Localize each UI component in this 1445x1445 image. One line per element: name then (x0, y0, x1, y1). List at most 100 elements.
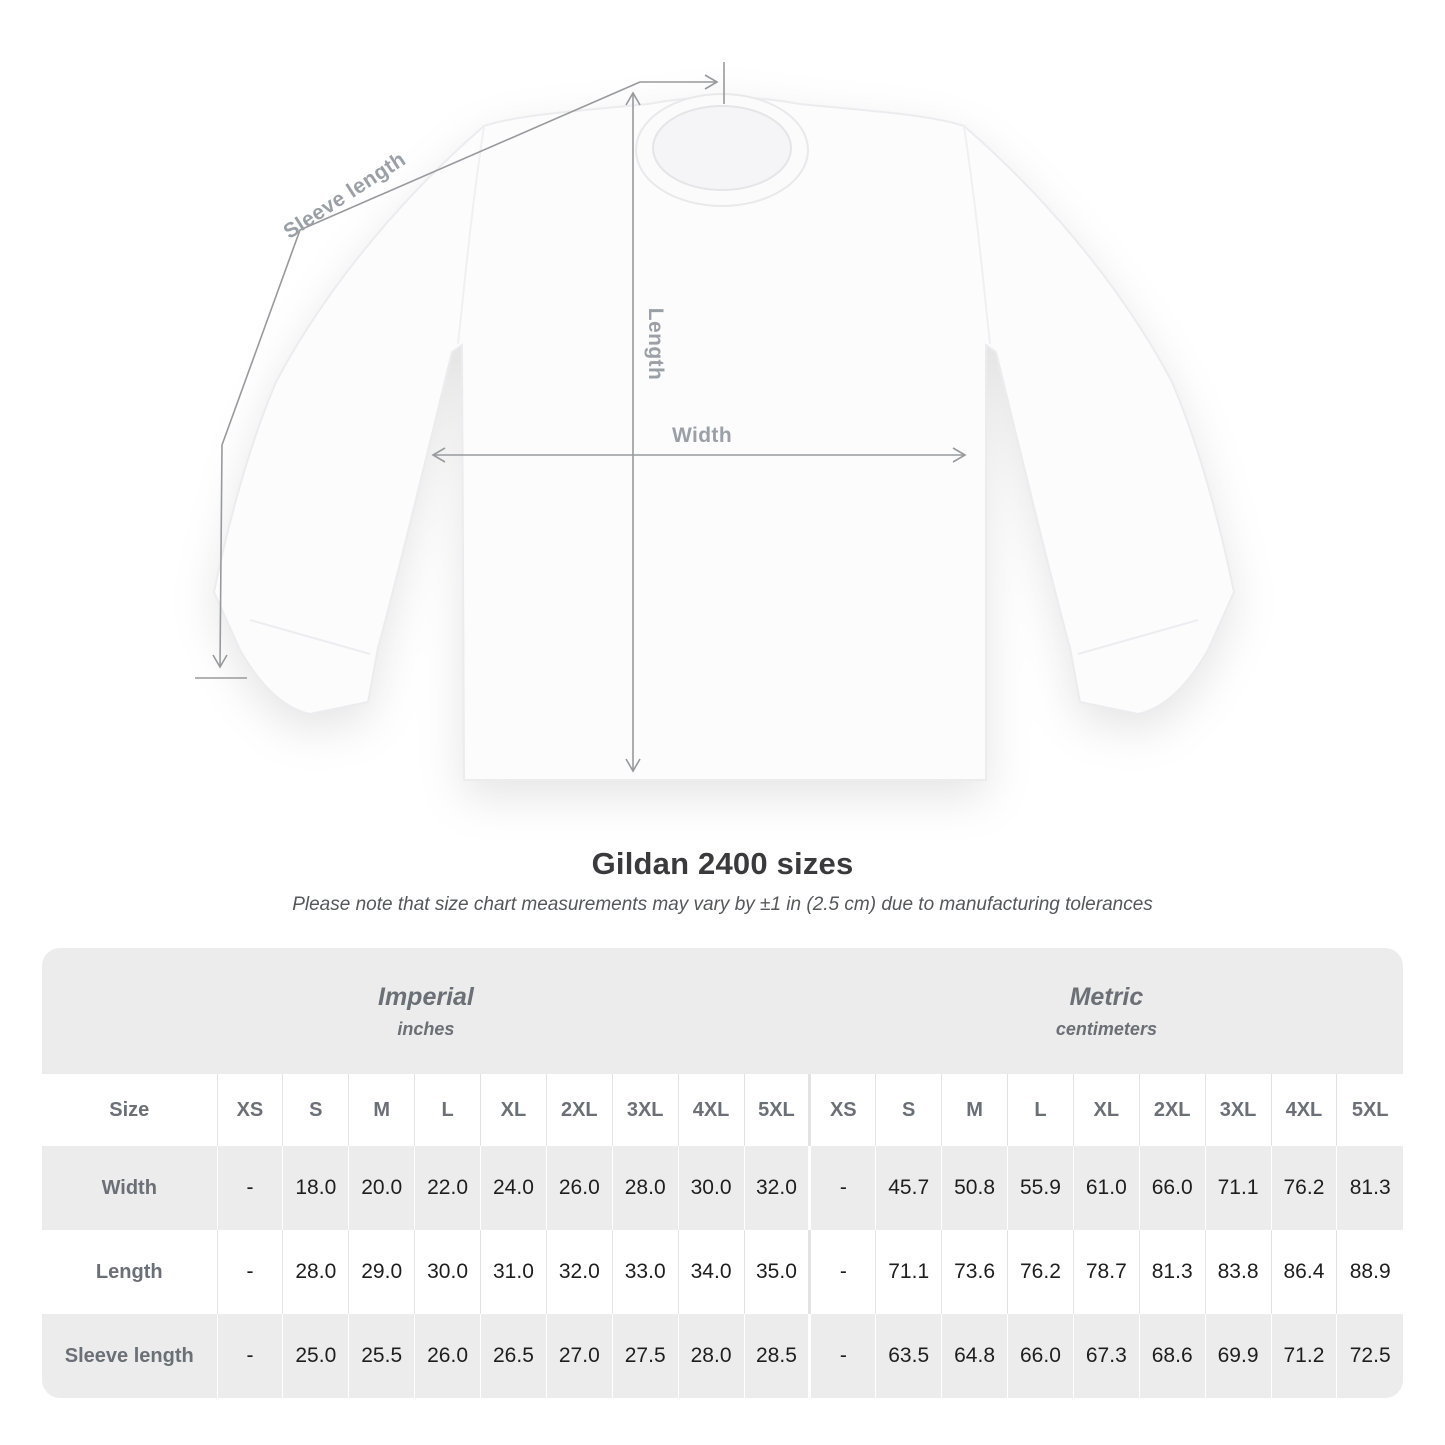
table-row-sleeve-length: Sleeve length -25.0 25.5 26.0 26.5 27.0 27.5 28… (42, 1314, 1403, 1398)
metric-size-header-3xl: 3XL (1204, 1074, 1271, 1146)
tolerance-note: Please note that size chart measurements… (292, 894, 1153, 915)
cell-imperial-2xl: 32.0 (545, 1230, 613, 1314)
metric-group-header: Metric centimeters (809, 948, 1403, 1074)
page-title: Gildan 2400 sizes (591, 846, 854, 881)
metric-size-header-l: L (1007, 1074, 1074, 1146)
cell-imperial-xl: 24.0 (480, 1146, 547, 1230)
width-label: Width (671, 424, 733, 447)
row-label: Width (42, 1146, 217, 1230)
metric-label: Metric (1069, 982, 1144, 1011)
metric-size-header-xs: XS (808, 1074, 876, 1146)
sleeve-length-line (219, 81, 716, 667)
cell-metric-2xl: 68.6 (1138, 1314, 1206, 1398)
imperial-size-header-3xl: 3XL (611, 1074, 679, 1146)
sleeve-length-arrowhead-down (212, 654, 228, 669)
cell-imperial-xs: - (216, 1314, 283, 1398)
cell-metric-5xl: 88.9 (1336, 1230, 1403, 1314)
cell-imperial-l: 22.0 (414, 1146, 481, 1230)
cell-metric-4xl: 86.4 (1270, 1230, 1337, 1314)
cell-metric-m: 64.8 (941, 1314, 1008, 1398)
metric-size-header-xl: XL (1072, 1074, 1140, 1146)
row-label: Sleeve length (42, 1314, 217, 1398)
width-arrowhead-right (952, 447, 967, 463)
cell-metric-5xl: 72.5 (1336, 1314, 1403, 1398)
imperial-size-header-xs: XS (216, 1074, 283, 1146)
units-header-row: Imperial inches Metric centimeters (42, 948, 1403, 1074)
length-label: Length (644, 307, 667, 381)
imperial-label: Imperial (378, 982, 474, 1011)
imperial-size-header-5xl: 5XL (743, 1074, 810, 1146)
cell-imperial-5xl: 28.5 (743, 1314, 810, 1398)
cell-imperial-5xl: 35.0 (743, 1230, 810, 1314)
cell-imperial-4xl: 30.0 (677, 1146, 744, 1230)
cell-imperial-l: 30.0 (414, 1230, 481, 1314)
left-sleeve-seam (457, 125, 485, 345)
metric-size-header-s: S (875, 1074, 942, 1146)
cell-metric-s: 45.7 (875, 1146, 942, 1230)
imperial-size-header-2xl: 2XL (545, 1074, 613, 1146)
cell-metric-xs: - (808, 1314, 876, 1398)
cell-imperial-2xl: 26.0 (545, 1146, 613, 1230)
imperial-size-header-m: M (348, 1074, 415, 1146)
cell-metric-4xl: 76.2 (1270, 1146, 1337, 1230)
imperial-size-header-l: L (414, 1074, 481, 1146)
shirt-body (212, 96, 1236, 781)
right-sleeve-seam (963, 125, 991, 345)
row-label: Length (95, 1260, 163, 1283)
cell-metric-xl: 78.7 (1072, 1230, 1140, 1314)
cell-metric-xl: 61.0 (1072, 1146, 1140, 1230)
cell-imperial-s: 18.0 (282, 1146, 349, 1230)
table-row-width: Width -18.0 20.0 22.0 24.0 26.0 28.0 30.0 32.0-4… (42, 1146, 1403, 1230)
inches-label: inches (397, 1018, 455, 1039)
table-row-length: Length -28.0 29.0 30.0 31.0 32.0 33.0 34.0 35.0-… (42, 1230, 1403, 1314)
cell-imperial-s: 25.0 (282, 1314, 349, 1398)
cell-imperial-l: 26.0 (414, 1314, 481, 1398)
cell-imperial-4xl: 34.0 (677, 1230, 744, 1314)
cell-imperial-3xl: 33.0 (611, 1230, 679, 1314)
cell-metric-3xl: 83.8 (1204, 1230, 1271, 1314)
metric-size-header-4xl: 4XL (1270, 1074, 1337, 1146)
cell-metric-l: 55.9 (1007, 1146, 1074, 1230)
cell-metric-l: 66.0 (1007, 1314, 1074, 1398)
cell-imperial-xl: 26.5 (480, 1314, 547, 1398)
metric-size-header-5xl: 5XL (1336, 1074, 1403, 1146)
imperial-size-header-4xl: 4XL (677, 1074, 744, 1146)
cell-metric-xs: - (808, 1146, 876, 1230)
cell-imperial-m: 25.5 (348, 1314, 415, 1398)
cell-imperial-m: 20.0 (348, 1146, 415, 1230)
shirt-measurement-diagram: Sleeve length Length Width (195, 62, 1236, 781)
imperial-size-header-s: S (282, 1074, 349, 1146)
cell-metric-2xl: 66.0 (1138, 1146, 1206, 1230)
right-cuff-seam (1077, 619, 1199, 655)
cell-metric-m: 73.6 (941, 1230, 1008, 1314)
long-sleeve-shirt-illustration (195, 62, 1236, 781)
collar-opening (652, 105, 792, 191)
sizes-header-row: Size XS S M L XL 2XL 3XL 4XL 5XL XS S M L XL 2XL 3XL 4XL… (42, 1074, 1403, 1146)
cell-metric-3xl: 71.1 (1204, 1146, 1271, 1230)
cell-imperial-xs: - (216, 1230, 283, 1314)
cell-metric-m: 50.8 (941, 1146, 1008, 1230)
cell-imperial-2xl: 27.0 (545, 1314, 613, 1398)
cell-imperial-m: 29.0 (348, 1230, 415, 1314)
imperial-size-header-xl: XL (480, 1074, 547, 1146)
cell-metric-5xl: 81.3 (1336, 1146, 1403, 1230)
cell-metric-xs: - (808, 1230, 876, 1314)
cell-imperial-xs: - (216, 1146, 283, 1230)
sleeve-length-arrowhead-right (704, 74, 719, 90)
cell-imperial-4xl: 28.0 (677, 1314, 744, 1398)
metric-size-header-2xl: 2XL (1138, 1074, 1206, 1146)
measurement-arrows (195, 62, 967, 773)
cell-imperial-xl: 31.0 (480, 1230, 547, 1314)
cell-metric-2xl: 81.3 (1138, 1230, 1206, 1314)
size-chart-heading: Gildan 2400 sizes Please note that size … (0, 846, 1445, 916)
cell-metric-3xl: 69.9 (1204, 1314, 1271, 1398)
size-corner-header: Size (42, 1074, 217, 1146)
cell-imperial-3xl: 28.0 (611, 1146, 679, 1230)
imperial-group-header: Imperial inches (42, 948, 810, 1074)
cell-metric-l: 76.2 (1007, 1230, 1074, 1314)
cell-metric-s: 63.5 (875, 1314, 942, 1398)
width-arrowhead-left (431, 447, 446, 463)
cell-imperial-3xl: 27.5 (611, 1314, 679, 1398)
length-arrowhead-down (625, 758, 641, 773)
